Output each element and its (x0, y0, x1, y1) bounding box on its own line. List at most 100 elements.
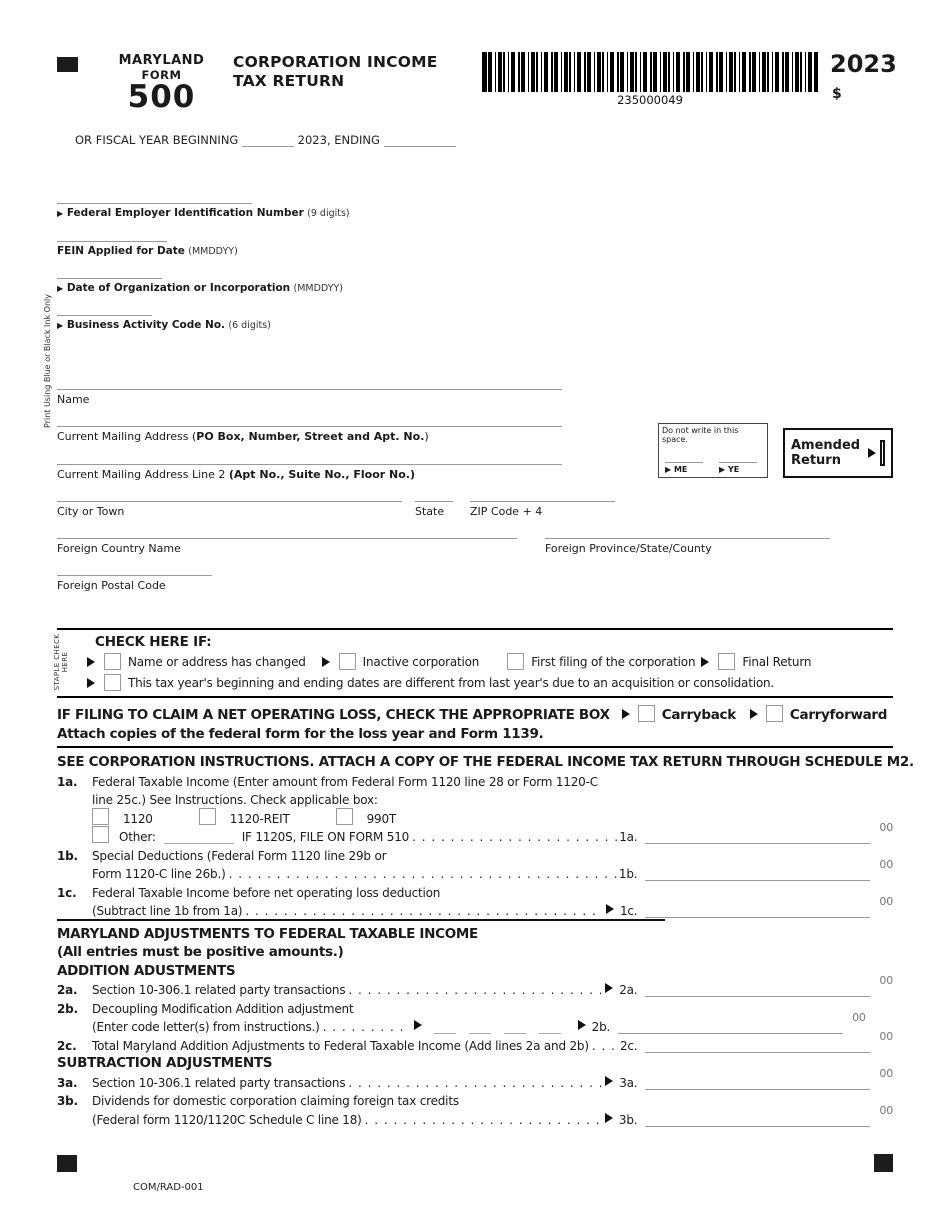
first-filing-checkbox[interactable] (507, 653, 525, 670)
line-3b-amount-row: (Federal form 1120/1120C Schedule C line… (92, 1103, 893, 1127)
line-1a-text1: 1a. Federal Taxable Income (Enter amount… (57, 774, 598, 789)
section-divider (57, 746, 893, 748)
state-field[interactable]: State (415, 501, 453, 518)
arrow-right-icon (577, 1020, 586, 1030)
subtraction-adjustments-heading: SUBTRACTION ADJUSTMENTS (57, 1055, 273, 1071)
arrow-right-icon (621, 709, 630, 719)
positive-amounts-note: (All entries must be positive amounts.) (57, 944, 344, 960)
arrow-right-icon (605, 904, 614, 914)
foreign-postal-field[interactable]: Foreign Postal Code (57, 575, 212, 592)
registration-mark (57, 57, 78, 72)
check-here-section: CHECK HERE IF: Name or address has chang… (57, 628, 893, 698)
carryforward-checkbox[interactable] (765, 705, 783, 722)
carryback-checkbox[interactable] (637, 705, 655, 722)
other-input[interactable] (163, 831, 234, 844)
inactive-corp-label: Inactive corporation (362, 654, 480, 669)
line-2a-amount-row: 2a. Section 10-306.1 related party trans… (57, 974, 893, 997)
code-letter-input[interactable] (433, 1021, 456, 1034)
fiscal-year-line: OR FISCAL YEAR BEGINNING 2023, ENDING (75, 133, 456, 147)
line-1b-amount-input[interactable] (645, 867, 871, 881)
name-changed-label: Name or address has changed (128, 654, 306, 669)
different-dates-label: This tax year's beginning and ending dat… (128, 675, 775, 690)
fiscal-end-input[interactable] (383, 135, 456, 147)
line-2c-amount-row: 2c. Total Maryland Addition Adjustments … (57, 1029, 893, 1053)
form-1120-checkbox[interactable] (92, 807, 109, 825)
check-here-heading: CHECK HERE IF: (95, 634, 212, 650)
line-1a-amount: 00 (645, 821, 893, 844)
line-1b-amount: 00 (645, 858, 893, 881)
line-2b-amount: 00 (618, 1011, 866, 1034)
fein-applied-date-field[interactable]: FEIN Applied for Date (MMDDYY) (57, 241, 238, 257)
inactive-corp-checkbox[interactable] (338, 653, 356, 670)
registration-mark (57, 1155, 77, 1172)
line-3a-amount: 00 (645, 1067, 893, 1090)
check-options-row1: Name or address has changed Inactive cor… (87, 652, 893, 671)
nol-row: IF FILING TO CLAIM A NET OPERATING LOSS,… (57, 705, 888, 723)
form-1120-reit-label: 1120-REIT (229, 811, 290, 826)
me-field: ▶ ME (665, 455, 703, 474)
line-2c-amount-input[interactable] (645, 1039, 871, 1053)
line-3a-amount-input[interactable] (645, 1076, 871, 1090)
amended-return-box: Amended Return (783, 428, 893, 478)
barcode-bars (482, 52, 818, 92)
fein-field[interactable]: ▶ Federal Employer Identification Number… (57, 203, 350, 219)
foreign-province-field[interactable]: Foreign Province/State/County (545, 538, 830, 555)
arrow-right-icon (868, 448, 877, 458)
arrow-right-icon (413, 1020, 422, 1030)
zip-field[interactable]: ZIP Code + 4 (470, 501, 615, 518)
form-title: CORPORATION INCOME TAX RETURN (233, 53, 438, 90)
barcode: 235000049 (482, 52, 818, 107)
registration-mark (874, 1154, 893, 1172)
ye-field: ▶ YE (719, 455, 757, 474)
carryforward-label: Carryforward (789, 707, 888, 723)
form-other-checkbox[interactable] (92, 826, 109, 843)
do-not-write-box: Do not write in this space. ▶ ME ▶ YE (658, 423, 768, 478)
mailing-address2-field[interactable]: Current Mailing Address Line 2 (Apt No.,… (57, 464, 562, 481)
form-990t-checkbox[interactable] (335, 807, 353, 825)
arrow-right-icon (749, 709, 758, 719)
foreign-country-field[interactable]: Foreign Country Name (57, 538, 517, 555)
line-2b-text1: 2b. Decoupling Modification Addition adj… (57, 1001, 354, 1016)
line-2a-amount-input[interactable] (645, 983, 871, 997)
line-3a-amount-row: 3a. Section 10-306.1 related party trans… (57, 1066, 893, 1090)
form-1120-label: 1120 (123, 811, 153, 826)
form-990t-label: 990T (366, 811, 397, 826)
name-changed-checkbox[interactable] (104, 653, 121, 670)
final-return-checkbox[interactable] (718, 653, 736, 670)
form-number: 500 (127, 79, 196, 115)
arrow-right-icon (701, 656, 710, 667)
line-2b-amount-row: (Enter code letter(s) from instructions.… (92, 1011, 866, 1034)
line-1c-amount-input[interactable] (645, 904, 871, 918)
form-1120-reit-checkbox[interactable] (198, 807, 216, 825)
line-1c-amount: 00 (645, 895, 893, 918)
different-dates-checkbox[interactable] (104, 674, 121, 691)
line-2a-amount: 00 (645, 974, 893, 997)
first-filing-label: First filing of the corporation (531, 654, 696, 669)
org-date-field[interactable]: ▶ Date of Organization or Incorporation … (57, 278, 343, 294)
code-letter-input[interactable] (503, 1021, 526, 1034)
line-1a-amount-input[interactable] (645, 830, 871, 844)
final-return-label: Final Return (742, 654, 812, 669)
business-activity-code-field[interactable]: ▶ Business Activity Code No. (6 digits) (57, 315, 271, 331)
line-items: IF FILING TO CLAIM A NET OPERATING LOSS,… (57, 704, 914, 1127)
code-letter-input[interactable] (468, 1021, 491, 1034)
nol-note: Attach copies of the federal form for th… (57, 726, 544, 742)
fiscal-begin-input[interactable] (242, 135, 294, 147)
line-3b-amount-input[interactable] (645, 1113, 871, 1127)
arrow-right-icon (321, 656, 330, 667)
code-letter-input[interactable] (538, 1021, 561, 1034)
arrow-right-icon (605, 983, 614, 993)
city-field[interactable]: City or Town (57, 501, 402, 518)
amended-return-checkbox[interactable] (880, 440, 885, 466)
addition-adjustments-heading: ADDITION ADUSTMENTS (57, 962, 236, 979)
mailing-address-field[interactable]: Current Mailing Address (PO Box, Number,… (57, 426, 562, 443)
line-1a-text2: line 25c.) See Instructions. Check appli… (92, 793, 378, 807)
state-name: MARYLAND (118, 53, 205, 68)
name-field[interactable]: Name (57, 389, 562, 406)
tax-year: 2023 (830, 50, 897, 78)
other-label: Other: (119, 830, 156, 844)
line-2b-amount-input[interactable] (618, 1020, 844, 1034)
line-1c-amount-row: (Subtract line 1b from 1a) . . . . . . .… (92, 895, 893, 918)
other-note: IF 1120S, FILE ON FORM 510 (241, 830, 410, 844)
